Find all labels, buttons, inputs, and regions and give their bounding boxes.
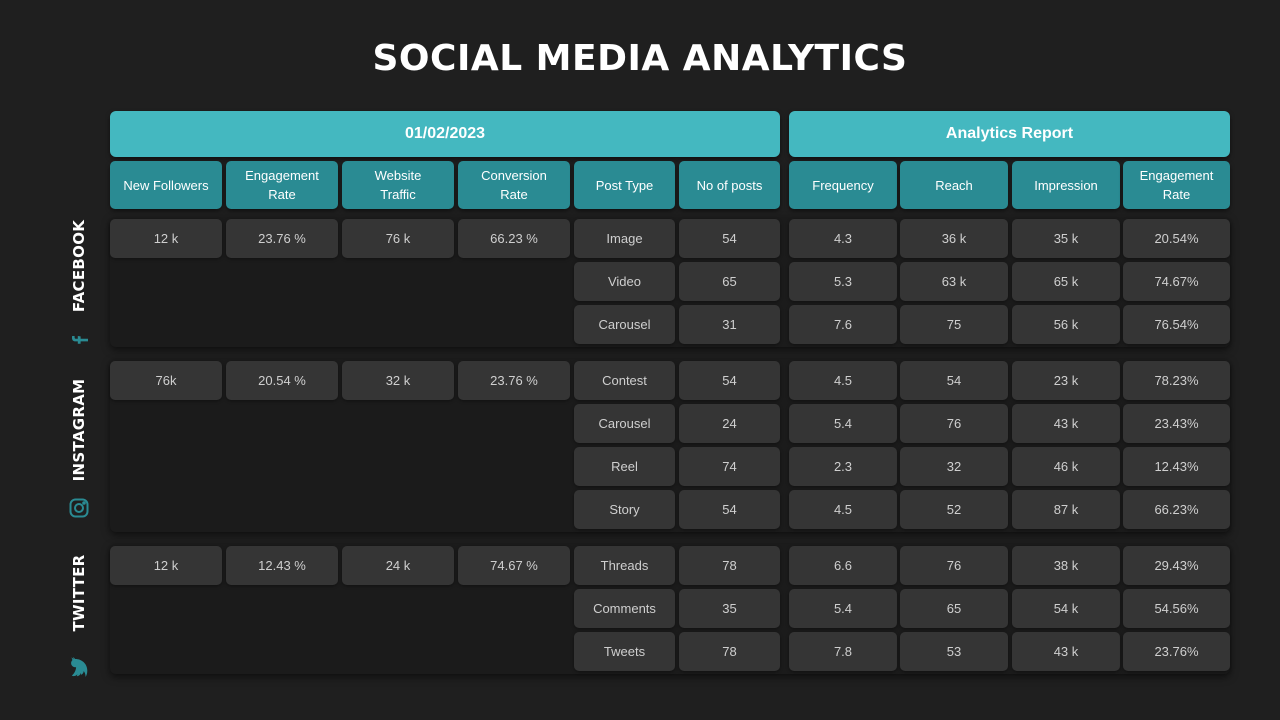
table-cell: 52 <box>900 490 1008 529</box>
summary-cell: 23.76 % <box>226 219 338 258</box>
table-cell: Video <box>574 262 675 301</box>
table-cell: 6.6 <box>789 546 897 585</box>
table-cell: 54 <box>900 361 1008 400</box>
table-cell: 24 <box>679 404 780 443</box>
summary-cell: 23.76 % <box>458 361 570 400</box>
summary-cell: 24 k <box>342 546 454 585</box>
table-cell: 23.43% <box>1123 404 1230 443</box>
summary-cell: 76k <box>110 361 222 400</box>
summary-cell: 76 k <box>342 219 454 258</box>
summary-cell: 66.23 % <box>458 219 570 258</box>
header-reach: Reach <box>900 161 1008 209</box>
summary-cell: 12 k <box>110 546 222 585</box>
header-engagement-rate: Engagement Rate <box>226 161 338 209</box>
header-new-followers: New Followers <box>110 161 222 209</box>
table-cell: 5.4 <box>789 589 897 628</box>
table-cell: Tweets <box>574 632 675 671</box>
date-band: 01/02/2023 <box>110 111 780 157</box>
table-cell: 54.56% <box>1123 589 1230 628</box>
table-cell: 29.43% <box>1123 546 1230 585</box>
summary-cell: 12 k <box>110 219 222 258</box>
table-cell: 54 <box>679 490 780 529</box>
report-band: Analytics Report <box>789 111 1230 157</box>
table-cell: 7.6 <box>789 305 897 344</box>
table-cell: 56 k <box>1012 305 1120 344</box>
table-cell: 76 <box>900 546 1008 585</box>
instagram-icon <box>67 496 91 520</box>
platform-name: FACEBOOK <box>70 219 88 313</box>
table-cell: 2.3 <box>789 447 897 486</box>
table-cell: 23 k <box>1012 361 1120 400</box>
table-cell: 74.67% <box>1123 262 1230 301</box>
table-cell: 46 k <box>1012 447 1120 486</box>
header-website-traffic: Website Traffic <box>342 161 454 209</box>
header-post-type: Post Type <box>574 161 675 209</box>
platform-name: TWITTER <box>70 554 88 632</box>
table-cell: 31 <box>679 305 780 344</box>
table-cell: 36 k <box>900 219 1008 258</box>
table-cell: 20.54% <box>1123 219 1230 258</box>
header-no-of-posts: No of posts <box>679 161 780 209</box>
table-cell: 54 k <box>1012 589 1120 628</box>
header-conversion-rate: Conversion Rate <box>458 161 570 209</box>
header-frequency: Frequency <box>789 161 897 209</box>
table-cell: Contest <box>574 361 675 400</box>
facebook-icon <box>67 328 91 352</box>
table-cell: Story <box>574 490 675 529</box>
table-cell: 87 k <box>1012 490 1120 529</box>
table-cell: Image <box>574 219 675 258</box>
table-cell: 65 k <box>1012 262 1120 301</box>
table-cell: 78.23% <box>1123 361 1230 400</box>
twitter-icon <box>67 655 91 679</box>
table-cell: 43 k <box>1012 404 1120 443</box>
table-cell: 54 <box>679 219 780 258</box>
table-cell: 38 k <box>1012 546 1120 585</box>
table-cell: Threads <box>574 546 675 585</box>
table-cell: 7.8 <box>789 632 897 671</box>
table-cell: Comments <box>574 589 675 628</box>
table-cell: 65 <box>679 262 780 301</box>
table-cell: 5.3 <box>789 262 897 301</box>
table-cell: 32 <box>900 447 1008 486</box>
table-cell: 4.3 <box>789 219 897 258</box>
table-cell: 76 <box>900 404 1008 443</box>
table-cell: 43 k <box>1012 632 1120 671</box>
summary-cell: 74.67 % <box>458 546 570 585</box>
summary-cell: 12.43 % <box>226 546 338 585</box>
table-cell: 66.23% <box>1123 490 1230 529</box>
table-cell: 74 <box>679 447 780 486</box>
table-cell: 5.4 <box>789 404 897 443</box>
page-title: SOCIAL MEDIA ANALYTICS <box>372 38 908 79</box>
table-cell: 35 k <box>1012 219 1120 258</box>
table-cell: 78 <box>679 632 780 671</box>
table-cell: 35 <box>679 589 780 628</box>
table-cell: 12.43% <box>1123 447 1230 486</box>
platform-name: INSTAGRAM <box>70 378 88 481</box>
table-cell: 4.5 <box>789 490 897 529</box>
table-cell: 78 <box>679 546 780 585</box>
summary-cell: 32 k <box>342 361 454 400</box>
table-cell: 65 <box>900 589 1008 628</box>
table-cell: 4.5 <box>789 361 897 400</box>
table-cell: 53 <box>900 632 1008 671</box>
table-cell: 54 <box>679 361 780 400</box>
table-cell: Reel <box>574 447 675 486</box>
table-cell: 63 k <box>900 262 1008 301</box>
table-cell: Carousel <box>574 305 675 344</box>
table-cell: Carousel <box>574 404 675 443</box>
table-cell: 76.54% <box>1123 305 1230 344</box>
table-cell: 75 <box>900 305 1008 344</box>
header-impression: Impression <box>1012 161 1120 209</box>
table-cell: 23.76% <box>1123 632 1230 671</box>
summary-cell: 20.54 % <box>226 361 338 400</box>
header-engagement-rate-2: Engagement Rate <box>1123 161 1230 209</box>
